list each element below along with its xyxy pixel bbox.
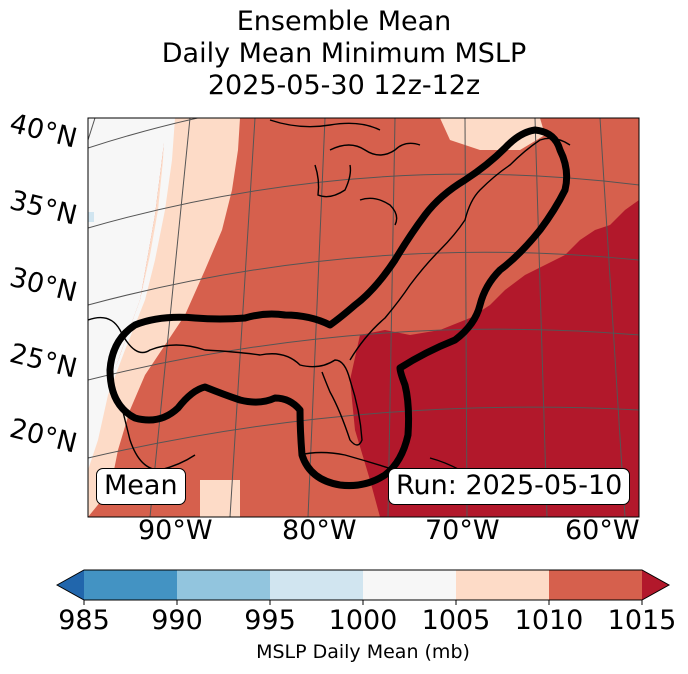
colorbar-bin-985-990	[84, 570, 177, 600]
colorbar-bin-1000-1005	[363, 570, 456, 600]
meridian-70w	[464, 118, 468, 517]
colorbar-bin-1010-1015	[549, 570, 642, 600]
lon-label-80w: 80°W	[282, 515, 357, 546]
field-1005-south	[200, 480, 240, 517]
run-label-box: Run: 2025-05-10	[388, 468, 631, 505]
parallel-35n	[88, 173, 639, 229]
title-line-1: Ensemble Mean	[236, 6, 452, 37]
parallel-30n	[88, 251, 639, 306]
meridian-65w	[534, 118, 548, 517]
coastline-outline	[88, 119, 571, 474]
meridian-75w	[387, 118, 396, 517]
colorbar-tick-1015: 1015	[607, 605, 677, 636]
field-995-spot	[88, 212, 94, 222]
colorbar-tick-1010: 1010	[514, 605, 584, 636]
title-line-2: Daily Mean Minimum MSLP	[161, 38, 527, 69]
colorbar-tick-1005: 1005	[421, 605, 491, 636]
parallel-40n	[88, 118, 200, 149]
title-line-3: 2025-05-30 12z-12z	[207, 70, 481, 101]
mean-label-box: Mean	[96, 468, 186, 505]
parallel-25n	[88, 328, 639, 381]
lon-label-70w: 70°W	[425, 515, 500, 546]
meridian-95w	[88, 118, 96, 141]
lon-label-90w: 90°W	[138, 515, 213, 546]
colorbar-tick-985: 985	[58, 605, 110, 636]
parallel-20n	[88, 406, 639, 459]
field-1015-east	[350, 200, 639, 517]
field-1000-west	[88, 118, 165, 470]
colorbar-bin-1005-1010	[456, 570, 549, 600]
field-1005-northeast	[440, 118, 545, 150]
colorbar-bin-995-1000	[270, 570, 363, 600]
lon-label-60w: 60°W	[565, 515, 640, 546]
colorbar-extend-low	[57, 570, 84, 600]
colorbar-extend-high	[642, 570, 669, 600]
colorbar-tick-995: 995	[244, 605, 296, 636]
contour-line	[106, 126, 571, 489]
colorbar-bin-990-995	[177, 570, 270, 600]
meridian-60w	[599, 118, 626, 517]
colorbar-label: MSLP Daily Mean (mb)	[256, 641, 470, 663]
colorbar-tick-990: 990	[151, 605, 203, 636]
colorbar-tick-1000: 1000	[328, 605, 398, 636]
map-panel	[87, 117, 640, 518]
field-1005-west-inner	[88, 118, 175, 470]
